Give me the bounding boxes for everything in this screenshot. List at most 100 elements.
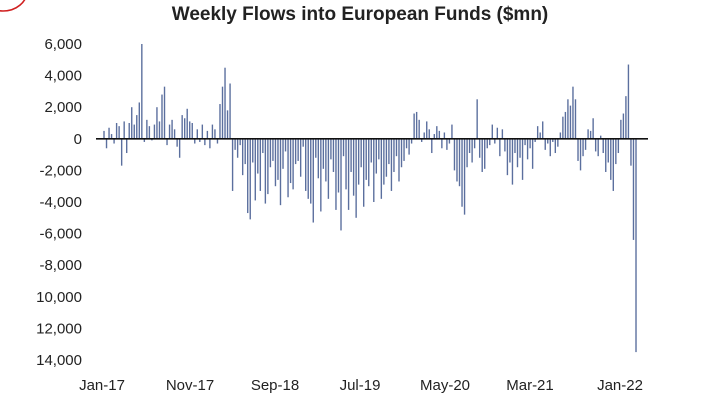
bar	[617, 138, 620, 154]
bar	[337, 138, 340, 193]
x-tick-label: Jan-17	[79, 377, 125, 394]
bar	[297, 138, 299, 161]
bar	[552, 138, 554, 142]
bar	[473, 138, 476, 149]
bar	[183, 118, 186, 139]
bar	[103, 130, 105, 139]
bar	[158, 121, 161, 139]
bar	[115, 123, 118, 139]
bar	[383, 138, 385, 185]
x-tick-label: Jul-19	[340, 377, 381, 394]
bar	[486, 138, 488, 149]
bar	[539, 132, 541, 139]
bar	[426, 121, 428, 139]
y-tick-label: 10,000	[36, 289, 82, 306]
bar	[320, 138, 322, 212]
bar	[277, 138, 279, 180]
bar	[206, 130, 209, 139]
bar	[542, 121, 544, 139]
bar	[347, 138, 350, 210]
bar	[234, 138, 236, 150]
bar	[499, 138, 501, 157]
bar	[635, 138, 637, 353]
bar	[209, 138, 211, 149]
bar	[342, 138, 345, 157]
bar	[446, 138, 448, 150]
bar	[531, 138, 534, 169]
y-tick-label: 4,000	[44, 68, 82, 85]
bar	[380, 138, 383, 199]
bar	[307, 138, 309, 199]
bar	[189, 121, 191, 139]
highlight-circle-annotation	[0, 0, 26, 12]
bar	[269, 138, 272, 168]
bar	[428, 129, 430, 139]
y-tick-label: 12,000	[36, 320, 82, 337]
bar	[282, 138, 284, 169]
bar	[436, 126, 438, 139]
y-tick-label: 14,000	[36, 352, 82, 369]
x-axis-tick-labels: Jan-17 Nov-17 Sep-18 Jul-19 May-20 Mar-21 Jan-…	[79, 377, 643, 394]
bar	[110, 134, 113, 139]
bar	[345, 138, 347, 190]
y-tick-label: -4,000	[39, 194, 82, 211]
bar	[141, 44, 143, 139]
bar	[458, 138, 461, 187]
bar	[239, 138, 241, 146]
bar	[173, 129, 176, 139]
bar	[219, 104, 221, 139]
bar	[574, 99, 577, 139]
bar	[335, 138, 337, 210]
bar	[267, 138, 269, 195]
bar	[461, 138, 463, 207]
bar	[423, 132, 425, 139]
bar	[448, 138, 451, 144]
bar	[484, 138, 486, 169]
bar	[612, 138, 614, 191]
bar	[224, 67, 226, 139]
bar	[365, 138, 367, 180]
bar	[504, 138, 506, 152]
bar	[363, 138, 365, 207]
bar	[191, 123, 193, 139]
bar	[607, 138, 609, 163]
bar	[622, 113, 625, 139]
bar	[514, 138, 516, 154]
bar	[302, 138, 304, 147]
bar	[201, 124, 204, 139]
bar	[410, 138, 413, 144]
bar	[244, 138, 246, 165]
bar	[559, 132, 562, 139]
bar	[178, 138, 181, 158]
bar	[529, 138, 531, 149]
bar	[408, 138, 410, 155]
x-tick-label: Sep-18	[251, 377, 299, 394]
bar	[620, 119, 622, 139]
bar	[544, 138, 546, 150]
bar	[186, 108, 188, 139]
bar	[272, 138, 274, 161]
bar	[373, 138, 375, 202]
bar	[120, 138, 123, 166]
bar	[325, 138, 327, 182]
bar	[547, 138, 549, 144]
bar	[594, 138, 597, 152]
bar	[519, 138, 521, 158]
bar	[453, 138, 456, 171]
bar	[294, 138, 297, 165]
bar	[128, 123, 130, 139]
bar	[194, 138, 196, 144]
y-axis-tick-labels: 6,000 4,000 2,000 0 -2,000 -4,000 -6,000 -8,000…	[36, 36, 82, 369]
bar	[478, 138, 481, 158]
bar	[524, 138, 526, 146]
bar	[526, 138, 529, 160]
bar	[370, 138, 372, 163]
bar	[403, 138, 405, 161]
bar	[355, 138, 357, 218]
bar	[279, 138, 282, 206]
bar	[577, 138, 579, 161]
bar	[292, 138, 294, 190]
bar	[549, 138, 551, 157]
bar	[605, 138, 607, 172]
